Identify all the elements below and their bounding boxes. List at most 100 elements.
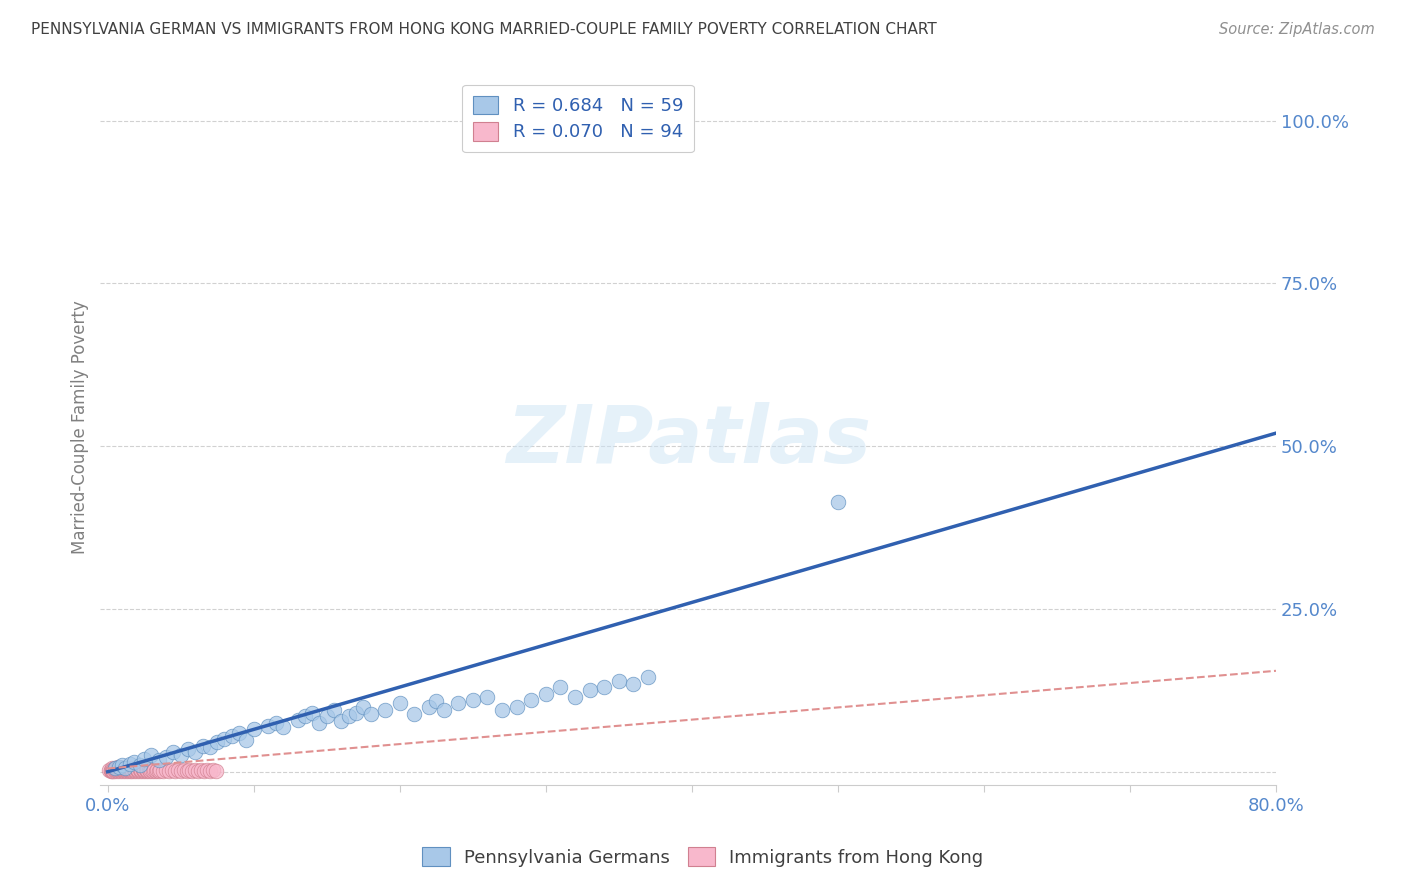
Point	[550, 680, 572, 694]
Point	[323, 703, 346, 717]
Point	[105, 761, 128, 775]
Point	[110, 763, 132, 777]
Point	[315, 709, 337, 723]
Point	[110, 764, 132, 778]
Point	[122, 764, 145, 778]
Point	[477, 690, 499, 704]
Point	[198, 739, 221, 754]
Point	[128, 764, 150, 778]
Point	[120, 764, 142, 778]
Point	[1353, 113, 1375, 128]
Point	[105, 764, 128, 778]
Point	[125, 762, 148, 776]
Point	[184, 764, 207, 778]
Point	[101, 762, 124, 776]
Point	[425, 694, 447, 708]
Point	[204, 764, 226, 778]
Point	[115, 762, 138, 776]
Point	[491, 703, 513, 717]
Point	[534, 687, 557, 701]
Point	[190, 764, 212, 778]
Point	[111, 758, 134, 772]
Point	[136, 763, 159, 777]
Point	[129, 763, 152, 777]
Point	[205, 735, 228, 749]
Point	[201, 764, 224, 778]
Point	[108, 762, 131, 776]
Point	[108, 764, 131, 778]
Point	[120, 762, 142, 776]
Point	[166, 764, 188, 778]
Point	[308, 715, 330, 730]
Point	[170, 764, 193, 778]
Point	[117, 762, 139, 776]
Point	[374, 703, 396, 717]
Point	[827, 494, 849, 508]
Point	[103, 764, 125, 778]
Point	[148, 764, 170, 778]
Point	[162, 745, 184, 759]
Point	[191, 739, 214, 753]
Point	[271, 721, 294, 735]
Point	[170, 748, 193, 763]
Point	[177, 742, 200, 756]
Point	[114, 764, 136, 778]
Point	[107, 763, 129, 777]
Point	[163, 764, 186, 778]
Point	[104, 762, 127, 776]
Text: PENNSYLVANIA GERMAN VS IMMIGRANTS FROM HONG KONG MARRIED-COUPLE FAMILY POVERTY C: PENNSYLVANIA GERMAN VS IMMIGRANTS FROM H…	[31, 22, 936, 37]
Point	[264, 715, 287, 730]
Point	[257, 719, 280, 733]
Point	[418, 699, 440, 714]
Point	[122, 762, 145, 776]
Point	[146, 764, 169, 778]
Point	[352, 699, 374, 714]
Point	[461, 693, 484, 707]
Point	[114, 762, 136, 776]
Point	[637, 670, 659, 684]
Point	[221, 729, 243, 743]
Point	[160, 764, 183, 778]
Point	[181, 764, 204, 778]
Point	[447, 697, 470, 711]
Point	[112, 764, 135, 778]
Legend: R = 0.684   N = 59, R = 0.070   N = 94: R = 0.684 N = 59, R = 0.070 N = 94	[463, 85, 695, 153]
Point	[235, 733, 257, 747]
Point	[184, 745, 207, 759]
Point	[145, 764, 167, 778]
Point	[134, 764, 156, 778]
Point	[104, 763, 127, 777]
Point	[124, 763, 146, 777]
Point	[112, 762, 135, 776]
Point	[149, 764, 172, 778]
Point	[138, 764, 160, 778]
Point	[187, 764, 209, 778]
Point	[128, 758, 150, 772]
Point	[344, 706, 367, 720]
Point	[176, 764, 198, 778]
Point	[131, 764, 153, 778]
Point	[193, 764, 215, 778]
Point	[104, 762, 127, 776]
Point	[112, 763, 135, 777]
Point	[337, 709, 360, 723]
Point	[122, 755, 145, 769]
Point	[104, 764, 127, 778]
Point	[141, 748, 163, 763]
Point	[143, 764, 166, 778]
Point	[108, 761, 131, 775]
Point	[101, 763, 124, 777]
Point	[360, 707, 382, 722]
Point	[114, 761, 136, 775]
Point	[136, 764, 159, 778]
Point	[121, 763, 143, 777]
Point	[125, 764, 148, 778]
Point	[118, 762, 141, 776]
Point	[129, 764, 152, 778]
Point	[388, 697, 411, 711]
Point	[107, 760, 129, 774]
Point	[294, 709, 316, 723]
Point	[142, 764, 165, 778]
Point	[330, 714, 353, 728]
Point	[107, 764, 129, 778]
